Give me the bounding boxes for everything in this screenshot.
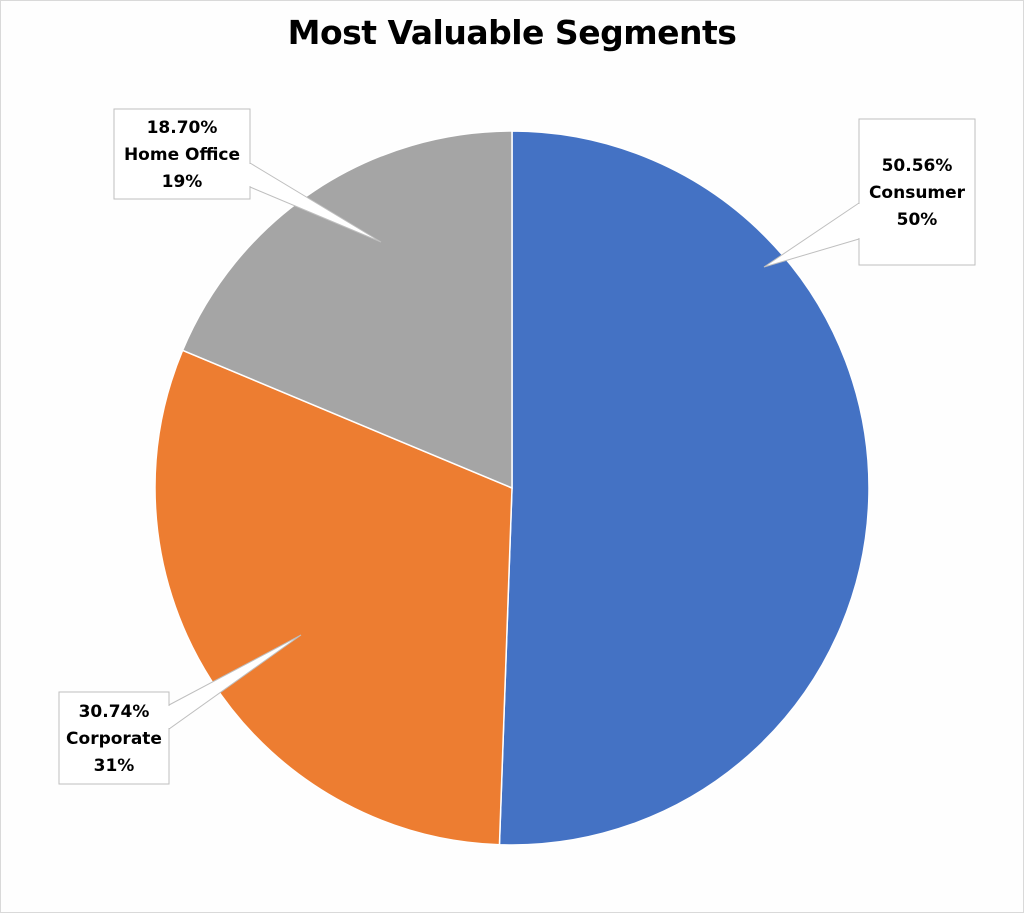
callout-value-label: 30.74%	[79, 702, 150, 722]
callout-box	[58, 691, 170, 785]
callout-category-label: Consumer	[869, 183, 966, 203]
callout-category-label: Home Office	[124, 145, 240, 165]
callout-percent-label: 19%	[162, 172, 203, 192]
callout-value-label: 50.56%	[882, 156, 953, 176]
callout-percent-label: 50%	[897, 210, 938, 230]
callout-category-label: Corporate	[66, 729, 162, 749]
chart-title: Most Valuable Segments	[287, 13, 737, 52]
callout-home-office: 18.70% Home Office 19%	[113, 108, 382, 243]
callout-consumer: 50.56% Consumer 50%	[763, 118, 976, 268]
callout-pointer	[763, 202, 860, 268]
callout-box	[113, 108, 251, 200]
data-callouts: 50.56% Consumer 50% 30.74% Corporate 31% 18.70…	[58, 108, 976, 785]
pie-slice-home-office	[181, 130, 513, 490]
callout-box	[858, 118, 976, 266]
pie-slices	[154, 130, 870, 846]
pie-slice-corporate	[154, 349, 513, 846]
callout-value-label: 18.70%	[147, 118, 218, 138]
callout-corporate: 30.74% Corporate 31%	[58, 634, 302, 785]
callout-percent-label: 31%	[94, 756, 135, 776]
pie-slice-consumer	[498, 130, 870, 846]
